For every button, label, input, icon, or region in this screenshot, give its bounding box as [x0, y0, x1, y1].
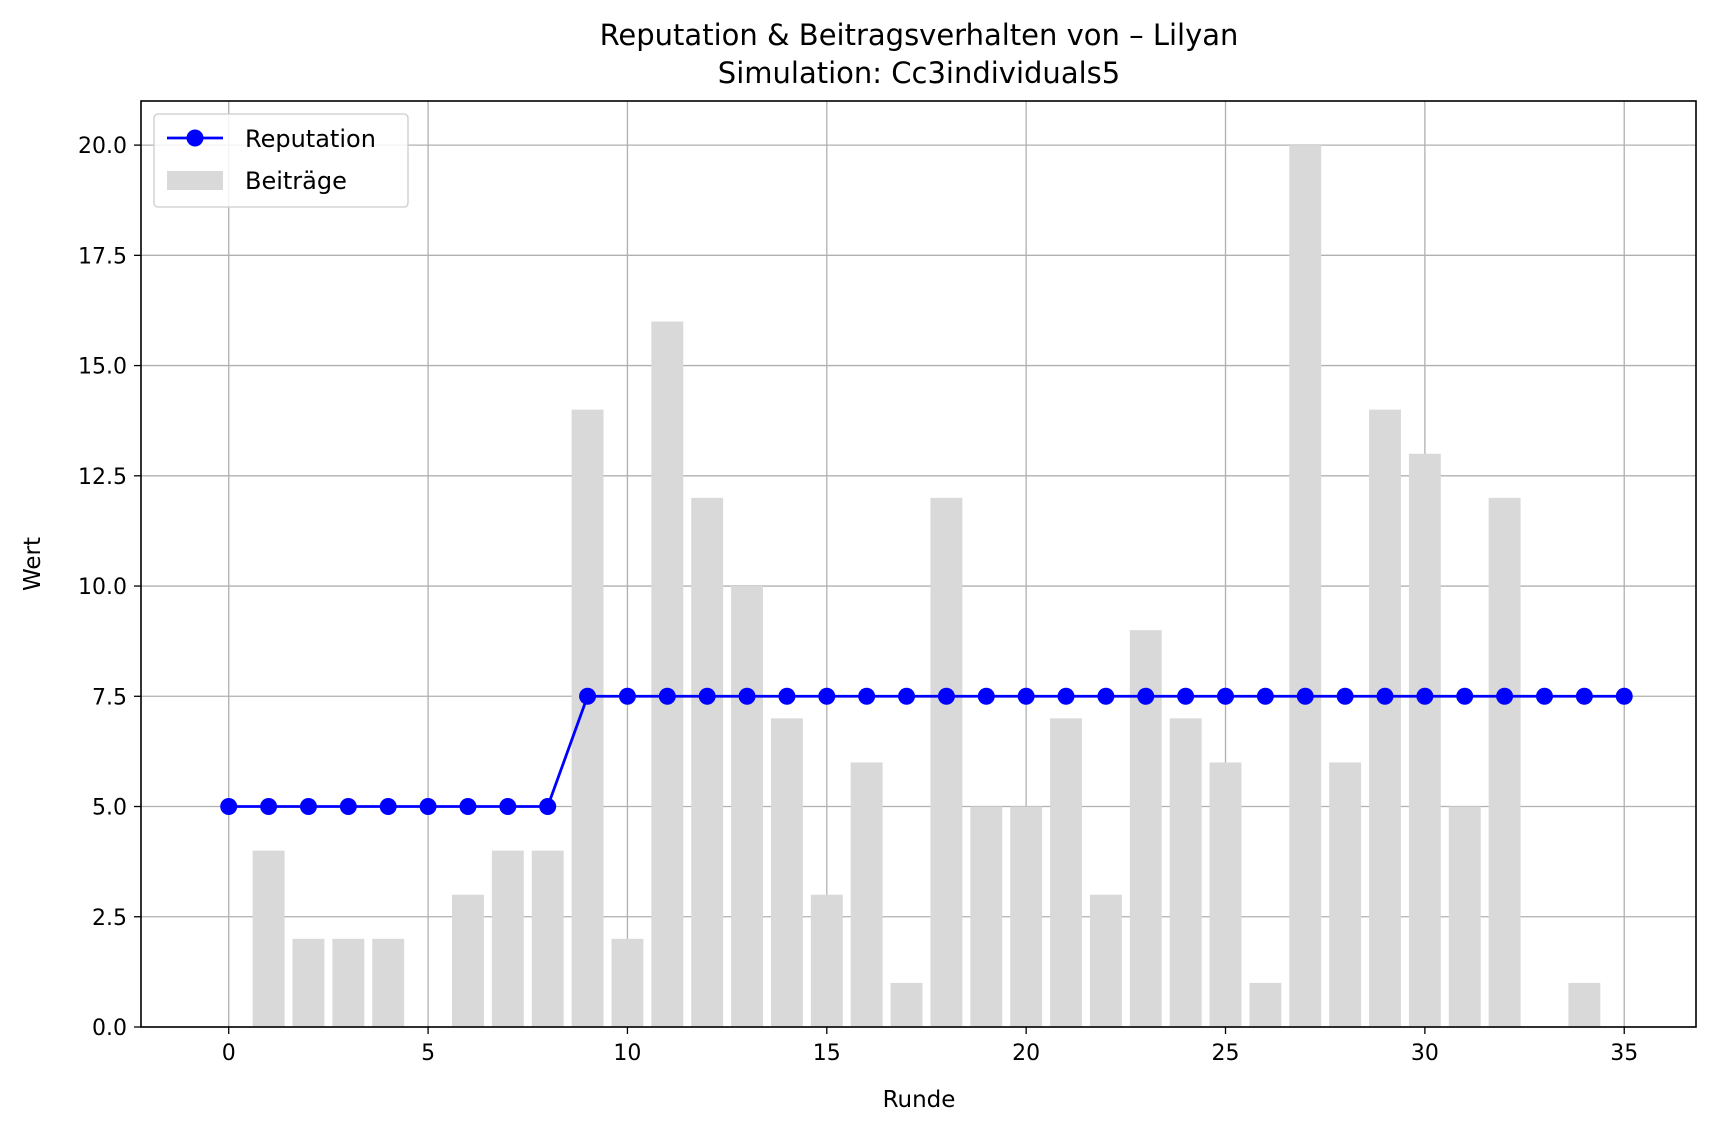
reputation-point	[379, 798, 397, 816]
contribution-bar	[770, 718, 803, 1027]
axis-ticks: 0 5 10 15 20 25 30 35 0.0 2.5 5.0 7.5 10.0 12.5 15.0 17…	[78, 134, 1638, 1066]
x-tick-label: 30	[1411, 1041, 1439, 1066]
y-tick-label: 10.0	[78, 575, 127, 600]
reputation-point	[539, 798, 557, 816]
reputation-point	[778, 687, 796, 705]
x-tick-label: 0	[222, 1041, 236, 1066]
reputation-point	[339, 798, 357, 816]
reputation-point	[299, 798, 317, 816]
reputation-point	[579, 687, 597, 705]
x-tick-label: 15	[813, 1041, 841, 1066]
reputation-point	[937, 687, 955, 705]
reputation-point	[618, 687, 636, 705]
contribution-bar	[1169, 718, 1202, 1027]
reputation-point	[738, 687, 756, 705]
reputation-point	[1137, 687, 1155, 705]
contribution-bar	[1329, 762, 1362, 1027]
reputation-point	[977, 687, 995, 705]
reputation-point	[698, 687, 716, 705]
y-axis-label: Wert	[20, 537, 46, 591]
legend-bar-swatch	[167, 171, 223, 190]
reputation-point	[1057, 687, 1075, 705]
contribution-bar	[890, 982, 923, 1027]
y-tick-label: 12.5	[78, 465, 127, 490]
contribution-bar	[1448, 806, 1481, 1027]
contribution-bar	[292, 938, 325, 1027]
y-tick-label: 2.5	[92, 906, 127, 931]
reputation-point	[1496, 687, 1514, 705]
reputation-point	[499, 798, 517, 816]
x-axis-label: Runde	[883, 1087, 956, 1113]
reputation-point	[898, 687, 916, 705]
plot-frame	[140, 100, 1697, 1028]
contribution-bar	[571, 409, 604, 1028]
reputation-point	[1376, 687, 1394, 705]
contribution-bar	[531, 850, 564, 1027]
reputation-point	[1456, 687, 1474, 705]
reputation-point	[1336, 687, 1354, 705]
contribution-bar	[930, 497, 963, 1027]
reputation-point	[419, 798, 437, 816]
reputation-point	[1296, 687, 1314, 705]
legend-label-contributions: Beiträge	[245, 167, 347, 195]
reputation-point	[818, 687, 836, 705]
reputation-point	[1575, 687, 1593, 705]
x-tick-label: 5	[421, 1041, 435, 1066]
contribution-bars	[252, 145, 1601, 1028]
x-tick-label: 20	[1012, 1041, 1040, 1066]
contribution-bar	[611, 938, 644, 1027]
contribution-bar	[452, 894, 484, 1027]
y-tick-label: 15.0	[78, 355, 127, 380]
reputation-point	[459, 798, 477, 816]
contribution-bar	[1249, 982, 1282, 1027]
contribution-bar	[372, 938, 405, 1027]
legend: Reputation Beiträge	[153, 113, 409, 208]
chart-subtitle: Simulation: Cc3individuals5	[718, 56, 1120, 90]
contribution-bar	[651, 321, 684, 1027]
reputation-point	[220, 798, 238, 816]
y-tick-label: 0.0	[92, 1016, 127, 1041]
contribution-bar	[1050, 718, 1082, 1027]
contribution-bar	[850, 762, 883, 1027]
contribution-bar	[1568, 982, 1601, 1027]
contribution-bar	[731, 586, 763, 1027]
contribution-bar	[491, 850, 524, 1027]
contribution-bar	[332, 938, 365, 1027]
reputation-point	[1416, 687, 1434, 705]
reputation-line	[220, 687, 1633, 816]
reputation-point	[1256, 687, 1274, 705]
reputation-point	[1217, 687, 1235, 705]
chart-title: Reputation & Beitragsverhalten von – Lil…	[600, 18, 1239, 52]
legend-marker-swatch	[186, 129, 204, 147]
x-tick-label: 10	[613, 1041, 641, 1066]
reputation-point	[260, 798, 278, 816]
reputation-point	[1017, 687, 1035, 705]
y-tick-label: 20.0	[78, 134, 127, 159]
contribution-bar	[1209, 762, 1242, 1027]
reputation-point	[658, 687, 676, 705]
reputation-point	[1097, 687, 1115, 705]
contribution-bar	[970, 806, 1003, 1027]
contribution-bar	[252, 850, 285, 1027]
y-tick-label: 7.5	[92, 685, 127, 710]
contribution-bar	[1010, 806, 1043, 1027]
contribution-bar	[1089, 894, 1122, 1027]
contribution-bar	[1408, 453, 1441, 1027]
contribution-bar	[1488, 497, 1521, 1027]
y-tick-label: 17.5	[78, 244, 127, 269]
x-tick-label: 35	[1610, 1041, 1638, 1066]
legend-label-reputation: Reputation	[245, 125, 376, 153]
contribution-bar	[691, 497, 724, 1027]
y-tick-label: 5.0	[92, 796, 127, 821]
contribution-bar	[810, 894, 843, 1027]
reputation-point	[1615, 687, 1633, 705]
reputation-point	[1177, 687, 1195, 705]
contribution-bar	[1289, 145, 1322, 1028]
reputation-point	[858, 687, 876, 705]
x-tick-label: 25	[1212, 1041, 1240, 1066]
contribution-bar	[1369, 409, 1401, 1028]
reputation-point	[1535, 687, 1553, 705]
